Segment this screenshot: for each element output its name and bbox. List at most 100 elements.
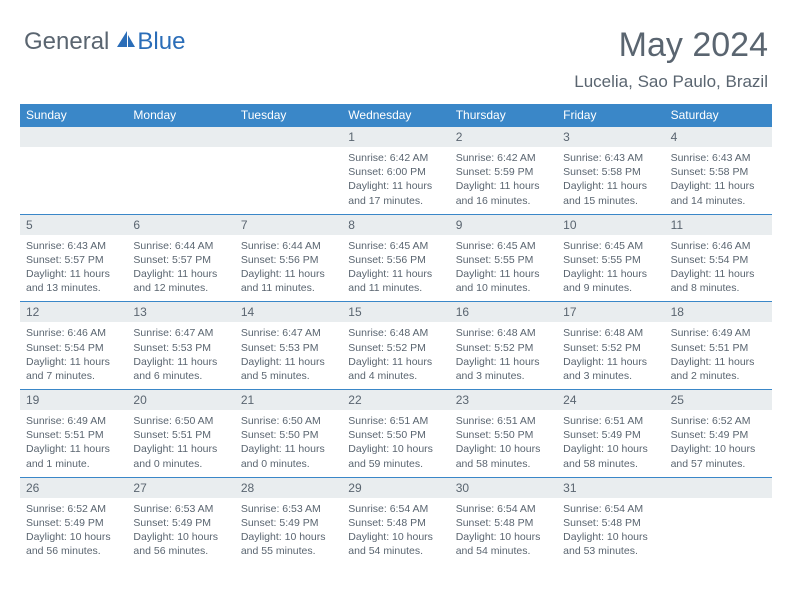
sunset-text: Sunset: 5:49 PM bbox=[26, 516, 121, 530]
day-cell: 18 Sunrise: 6:49 AMSunset: 5:51 PMDayligh… bbox=[665, 302, 772, 389]
day-number: 9 bbox=[450, 215, 557, 235]
sunrise-text: Sunrise: 6:53 AM bbox=[241, 502, 336, 516]
day-cell: 22Sunrise: 6:51 AMSunset: 5:50 PMDayligh… bbox=[342, 390, 449, 477]
sunrise-text: Sunrise: 6:50 AM bbox=[241, 414, 336, 428]
logo-text-general: General bbox=[24, 28, 109, 56]
day-cell: 14Sunrise: 6:47 AMSunset: 5:53 PMDayligh… bbox=[235, 302, 342, 389]
day-cell: 29Sunrise: 6:54 AMSunset: 5:48 PMDayligh… bbox=[342, 478, 449, 565]
day-details: Sunrise: 6:47 AMSunset: 5:53 PMDaylight:… bbox=[235, 322, 342, 389]
sunrise-text: Sunrise: 6:45 AM bbox=[563, 239, 658, 253]
daylight-text: Daylight: 11 hours and 10 minutes. bbox=[456, 267, 551, 295]
day-number: 24 bbox=[557, 390, 664, 410]
sunset-text: Sunset: 5:57 PM bbox=[26, 253, 121, 267]
logo-text-blue: Blue bbox=[137, 28, 185, 56]
daylight-text: Daylight: 11 hours and 14 minutes. bbox=[671, 179, 766, 207]
day-cell: 12Sunrise: 6:46 AMSunset: 5:54 PMDayligh… bbox=[20, 302, 127, 389]
sunrise-text: Sunrise: 6:49 AM bbox=[671, 326, 766, 340]
day-details: Sunrise: 6:51 AMSunset: 5:50 PMDaylight:… bbox=[342, 410, 449, 477]
day-details: Sunrise: 6:43 AMSunset: 5:58 PMDaylight:… bbox=[557, 147, 664, 214]
daylight-text: Daylight: 11 hours and 12 minutes. bbox=[133, 267, 228, 295]
sunrise-text: Sunrise: 6:48 AM bbox=[563, 326, 658, 340]
day-number: 1 bbox=[342, 127, 449, 147]
sunset-text: Sunset: 5:52 PM bbox=[348, 341, 443, 355]
daylight-text: Daylight: 11 hours and 3 minutes. bbox=[563, 355, 658, 383]
day-details: Sunrise: 6:54 AMSunset: 5:48 PMDaylight:… bbox=[557, 498, 664, 565]
sunrise-text: Sunrise: 6:52 AM bbox=[671, 414, 766, 428]
daylight-text: Daylight: 10 hours and 55 minutes. bbox=[241, 530, 336, 558]
week-row: 5Sunrise: 6:43 AMSunset: 5:57 PMDaylight… bbox=[20, 214, 772, 302]
day-details: Sunrise: 6:44 AMSunset: 5:57 PMDaylight:… bbox=[127, 235, 234, 302]
sunrise-text: Sunrise: 6:48 AM bbox=[456, 326, 551, 340]
day-details: Sunrise: 6:45 AMSunset: 5:55 PMDaylight:… bbox=[557, 235, 664, 302]
sunrise-text: Sunrise: 6:54 AM bbox=[348, 502, 443, 516]
sunset-text: Sunset: 5:49 PM bbox=[563, 428, 658, 442]
daylight-text: Daylight: 10 hours and 58 minutes. bbox=[456, 442, 551, 470]
day-details: Sunrise: 6:43 AMSunset: 5:57 PMDaylight:… bbox=[20, 235, 127, 302]
day-header: Tuesday bbox=[235, 104, 342, 126]
daylight-text: Daylight: 11 hours and 11 minutes. bbox=[348, 267, 443, 295]
sunset-text: Sunset: 5:51 PM bbox=[133, 428, 228, 442]
day-header-row: SundayMondayTuesdayWednesdayThursdayFrid… bbox=[20, 104, 772, 126]
day-number: 25 bbox=[665, 390, 772, 410]
logo-sail-icon bbox=[113, 29, 137, 56]
daylight-text: Daylight: 11 hours and 2 minutes. bbox=[671, 355, 766, 383]
sunset-text: Sunset: 5:49 PM bbox=[241, 516, 336, 530]
day-details: Sunrise: 6:46 AMSunset: 5:54 PMDaylight:… bbox=[20, 322, 127, 389]
sunrise-text: Sunrise: 6:45 AM bbox=[348, 239, 443, 253]
sunset-text: Sunset: 5:54 PM bbox=[671, 253, 766, 267]
day-cell bbox=[20, 127, 127, 214]
day-cell: 2Sunrise: 6:42 AMSunset: 5:59 PMDaylight… bbox=[450, 127, 557, 214]
day-number: 19 bbox=[20, 390, 127, 410]
week-row: 1Sunrise: 6:42 AMSunset: 6:00 PMDaylight… bbox=[20, 126, 772, 214]
day-details: Sunrise: 6:48 AMSunset: 5:52 PMDaylight:… bbox=[450, 322, 557, 389]
day-number: 30 bbox=[450, 478, 557, 498]
sunrise-text: Sunrise: 6:51 AM bbox=[348, 414, 443, 428]
day-number: 18 bbox=[665, 302, 772, 322]
sunrise-text: Sunrise: 6:54 AM bbox=[563, 502, 658, 516]
sunset-text: Sunset: 5:51 PM bbox=[671, 341, 766, 355]
sunset-text: Sunset: 5:50 PM bbox=[456, 428, 551, 442]
sunrise-text: Sunrise: 6:50 AM bbox=[133, 414, 228, 428]
sunrise-text: Sunrise: 6:47 AM bbox=[241, 326, 336, 340]
sunrise-text: Sunrise: 6:42 AM bbox=[456, 151, 551, 165]
day-header: Wednesday bbox=[342, 104, 449, 126]
sunset-text: Sunset: 5:57 PM bbox=[133, 253, 228, 267]
day-details: Sunrise: 6:54 AMSunset: 5:48 PMDaylight:… bbox=[342, 498, 449, 565]
sunset-text: Sunset: 6:00 PM bbox=[348, 165, 443, 179]
day-number: 11 bbox=[665, 215, 772, 235]
day-cell: 4Sunrise: 6:43 AMSunset: 5:58 PMDaylight… bbox=[665, 127, 772, 214]
sunset-text: Sunset: 5:59 PM bbox=[456, 165, 551, 179]
sunrise-text: Sunrise: 6:53 AM bbox=[133, 502, 228, 516]
daylight-text: Daylight: 10 hours and 54 minutes. bbox=[456, 530, 551, 558]
day-details: Sunrise: 6:48 AMSunset: 5:52 PMDaylight:… bbox=[557, 322, 664, 389]
location-subtitle: Lucelia, Sao Paulo, Brazil bbox=[574, 72, 768, 92]
day-details: Sunrise: 6:50 AMSunset: 5:50 PMDaylight:… bbox=[235, 410, 342, 477]
daylight-text: Daylight: 10 hours and 57 minutes. bbox=[671, 442, 766, 470]
week-row: 26Sunrise: 6:52 AMSunset: 5:49 PMDayligh… bbox=[20, 477, 772, 565]
day-details: Sunrise: 6:44 AMSunset: 5:56 PMDaylight:… bbox=[235, 235, 342, 302]
daylight-text: Daylight: 11 hours and 5 minutes. bbox=[241, 355, 336, 383]
day-cell: 23Sunrise: 6:51 AMSunset: 5:50 PMDayligh… bbox=[450, 390, 557, 477]
day-details: Sunrise: 6:53 AMSunset: 5:49 PMDaylight:… bbox=[235, 498, 342, 565]
sunrise-text: Sunrise: 6:45 AM bbox=[456, 239, 551, 253]
day-cell: 25 Sunrise: 6:52 AMSunset: 5:49 PMDayligh… bbox=[665, 390, 772, 477]
day-number: 15 bbox=[342, 302, 449, 322]
day-cell: 15Sunrise: 6:48 AMSunset: 5:52 PMDayligh… bbox=[342, 302, 449, 389]
sunrise-text: Sunrise: 6:51 AM bbox=[563, 414, 658, 428]
day-details: Sunrise: 6:42 AMSunset: 6:00 PMDaylight:… bbox=[342, 147, 449, 214]
day-cell: 19Sunrise: 6:49 AMSunset: 5:51 PMDayligh… bbox=[20, 390, 127, 477]
day-header: Thursday bbox=[450, 104, 557, 126]
day-cell: 24Sunrise: 6:51 AMSunset: 5:49 PMDayligh… bbox=[557, 390, 664, 477]
day-number: 21 bbox=[235, 390, 342, 410]
sunrise-text: Sunrise: 6:44 AM bbox=[133, 239, 228, 253]
sunset-text: Sunset: 5:48 PM bbox=[456, 516, 551, 530]
sunset-text: Sunset: 5:49 PM bbox=[671, 428, 766, 442]
day-header: Sunday bbox=[20, 104, 127, 126]
sunrise-text: Sunrise: 6:49 AM bbox=[26, 414, 121, 428]
daylight-text: Daylight: 11 hours and 17 minutes. bbox=[348, 179, 443, 207]
day-number: 13 bbox=[127, 302, 234, 322]
day-number: 12 bbox=[20, 302, 127, 322]
daylight-text: Daylight: 10 hours and 59 minutes. bbox=[348, 442, 443, 470]
day-number bbox=[235, 127, 342, 147]
day-cell: 16Sunrise: 6:48 AMSunset: 5:52 PMDayligh… bbox=[450, 302, 557, 389]
